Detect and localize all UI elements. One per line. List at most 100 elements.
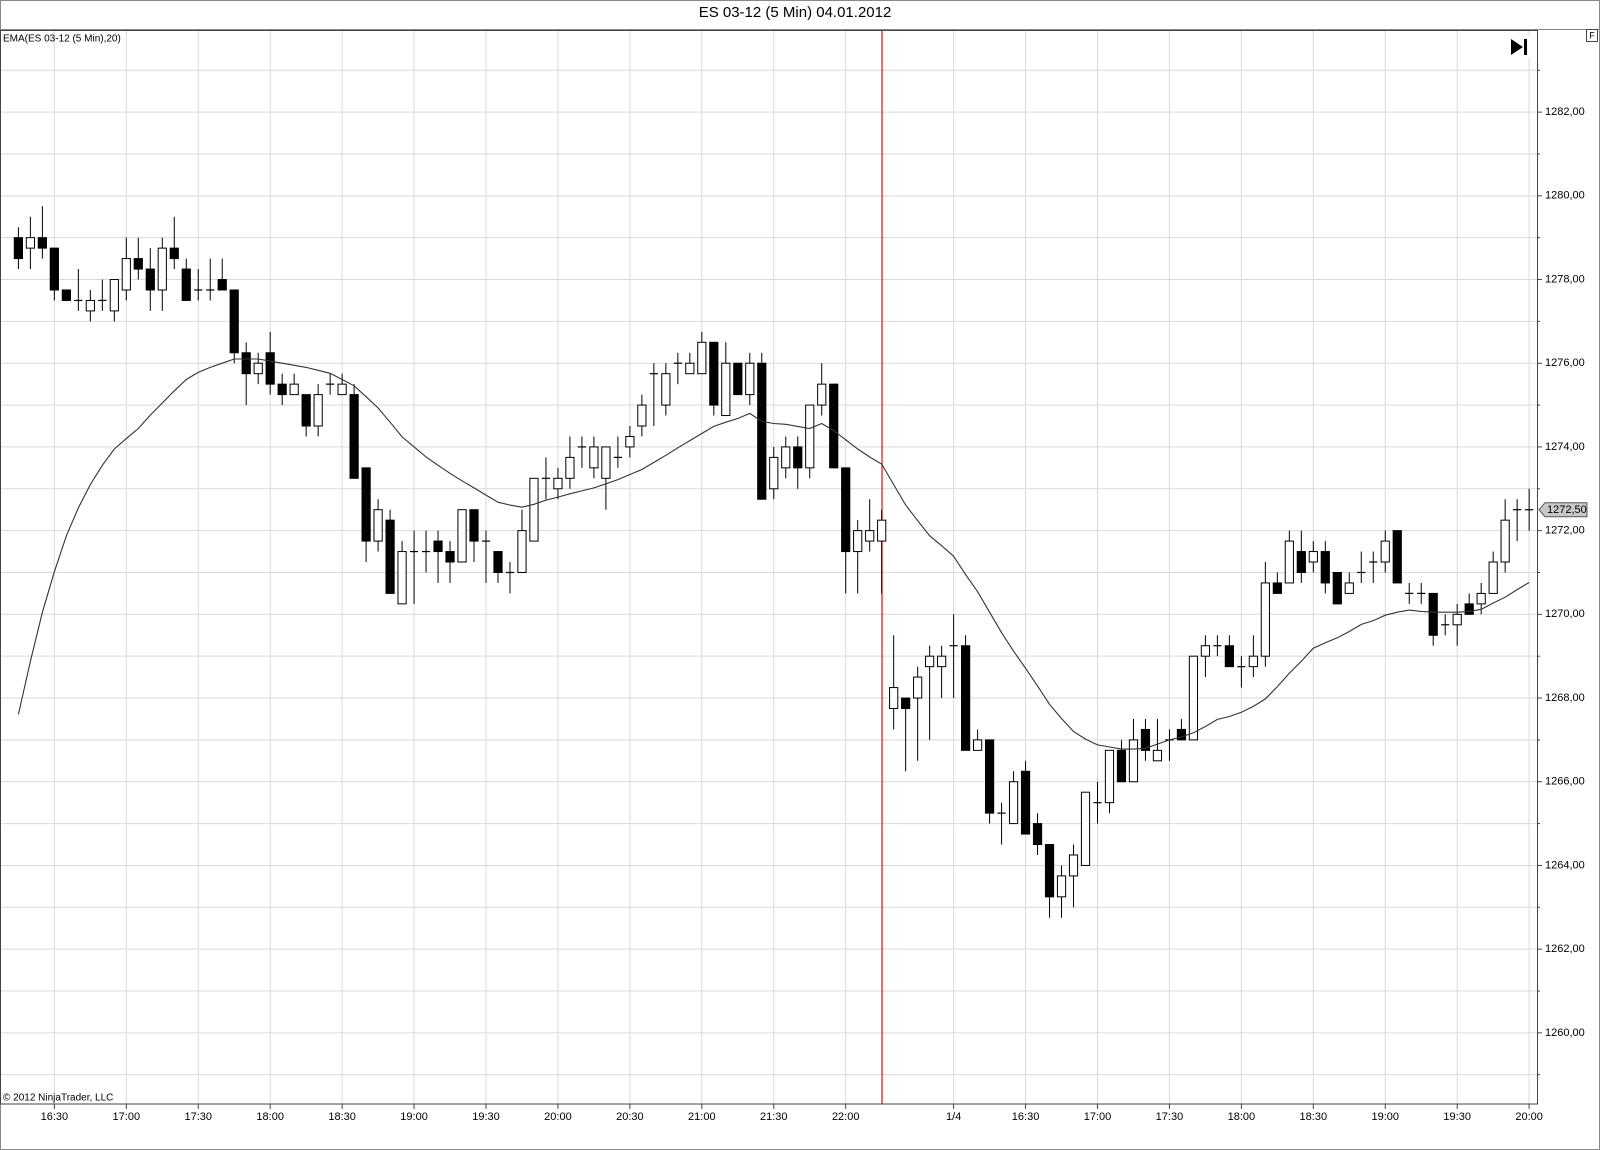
candle-body xyxy=(1224,645,1234,668)
x-tick-label: 1/4 xyxy=(946,1111,961,1123)
candle-body xyxy=(373,509,383,542)
candle-body xyxy=(121,258,131,291)
candle-body xyxy=(553,477,563,490)
candle-body xyxy=(13,237,23,260)
candle-body xyxy=(229,289,239,354)
y-tick-label: 1260,00 xyxy=(1545,1027,1585,1039)
candle-body xyxy=(1380,540,1390,563)
candle-body xyxy=(1116,749,1127,783)
y-tick-label: 1270,00 xyxy=(1545,608,1585,620)
candle-body xyxy=(745,362,755,396)
corner-label: F xyxy=(1589,30,1595,40)
axes: 1260,00 1262,00 1264,00 1266,00 1268,00 1270,… xyxy=(41,69,1588,1123)
candle-body xyxy=(169,247,179,260)
x-tick-label: 21:30 xyxy=(760,1111,788,1123)
candle-body xyxy=(1476,592,1486,605)
x-tick-label: 18:30 xyxy=(1300,1111,1328,1123)
candle-body xyxy=(1068,854,1079,877)
candle-body xyxy=(37,237,47,249)
candle-body xyxy=(865,530,875,542)
y-tick-label: 1274,00 xyxy=(1545,441,1585,453)
y-tick-label: 1276,00 xyxy=(1545,357,1585,369)
candle-body xyxy=(1260,582,1270,657)
candle-body xyxy=(733,362,743,396)
x-tick-label: 20:30 xyxy=(616,1111,644,1123)
candle-body xyxy=(1284,540,1294,584)
candle-body xyxy=(289,383,299,396)
candle-body xyxy=(313,394,323,427)
candle-body xyxy=(1320,551,1330,584)
candle-body xyxy=(781,446,791,469)
candle-body xyxy=(1308,551,1318,563)
x-tick-label: 18:00 xyxy=(1228,1111,1256,1123)
x-tick-label: 16:30 xyxy=(1012,1111,1040,1123)
scroll-end-button[interactable] xyxy=(1508,36,1530,58)
candle-body xyxy=(1452,613,1462,626)
candle-body xyxy=(493,551,503,573)
candle-body xyxy=(925,655,935,668)
candle-body xyxy=(349,394,359,479)
candle-body xyxy=(697,341,707,375)
x-tick-label: 18:00 xyxy=(256,1111,284,1123)
candle-body xyxy=(457,509,467,563)
candle-body xyxy=(589,446,599,469)
candle-body xyxy=(889,687,899,710)
candle-body xyxy=(1500,519,1510,563)
candle-body xyxy=(1200,645,1211,657)
grid xyxy=(0,30,1537,1104)
candle-body xyxy=(277,383,287,396)
corner-button[interactable]: F xyxy=(1586,29,1598,42)
candle-body xyxy=(1140,728,1151,751)
candle-body xyxy=(565,456,575,479)
y-tick-label: 1268,00 xyxy=(1545,692,1585,704)
candle-body xyxy=(685,362,695,375)
x-tick-label: 19:00 xyxy=(400,1111,428,1123)
candle-body xyxy=(637,404,647,427)
candle-body xyxy=(1428,592,1438,636)
candle-body xyxy=(972,739,983,751)
candle-body xyxy=(937,655,947,668)
play-icon xyxy=(1511,39,1523,55)
x-tick-label: 21:00 xyxy=(688,1111,716,1123)
x-tick-label: 20:00 xyxy=(544,1111,572,1123)
candle-body xyxy=(361,467,371,542)
candle-body xyxy=(913,676,923,699)
candle-body xyxy=(1020,770,1031,835)
end-bar-icon xyxy=(1524,39,1527,55)
candle-body xyxy=(241,352,251,375)
x-tick-label: 19:30 xyxy=(472,1111,500,1123)
x-tick-label: 22:00 xyxy=(832,1111,860,1123)
y-tick-label: 1266,00 xyxy=(1545,776,1585,788)
candle-body xyxy=(1344,582,1354,594)
x-tick-label: 19:00 xyxy=(1371,1111,1399,1123)
last-price-label: 1272,50 xyxy=(1547,504,1587,516)
y-tick-label: 1280,00 xyxy=(1545,190,1585,202)
candle-body xyxy=(25,237,35,249)
corner-box[interactable] xyxy=(1586,29,1598,42)
plot-frame xyxy=(0,30,1538,1105)
candle-body xyxy=(133,258,143,270)
candle-body xyxy=(265,352,275,385)
y-tick-label: 1278,00 xyxy=(1545,273,1585,285)
candle-body xyxy=(709,341,719,406)
candle-body xyxy=(805,404,815,469)
candle-body xyxy=(1188,655,1199,741)
candle-body xyxy=(817,383,827,406)
chart-title: ES 03-12 (5 Min) 04.01.2012 xyxy=(699,4,892,21)
candle-body xyxy=(877,519,887,542)
candle-body xyxy=(1248,655,1258,668)
candle-body xyxy=(145,268,155,291)
copyright: © 2012 NinjaTrader, LLC xyxy=(3,1093,113,1104)
candle-body xyxy=(841,467,851,553)
candle-body xyxy=(1488,561,1498,594)
candle-body xyxy=(1008,781,1019,825)
x-tick-label: 16:30 xyxy=(41,1111,69,1123)
candle-body xyxy=(1080,791,1091,866)
candle-body xyxy=(1056,875,1067,898)
candle-body xyxy=(1128,739,1139,783)
x-tick-label: 18:30 xyxy=(328,1111,356,1123)
candle-body xyxy=(1104,749,1115,804)
candle-body xyxy=(109,279,119,312)
